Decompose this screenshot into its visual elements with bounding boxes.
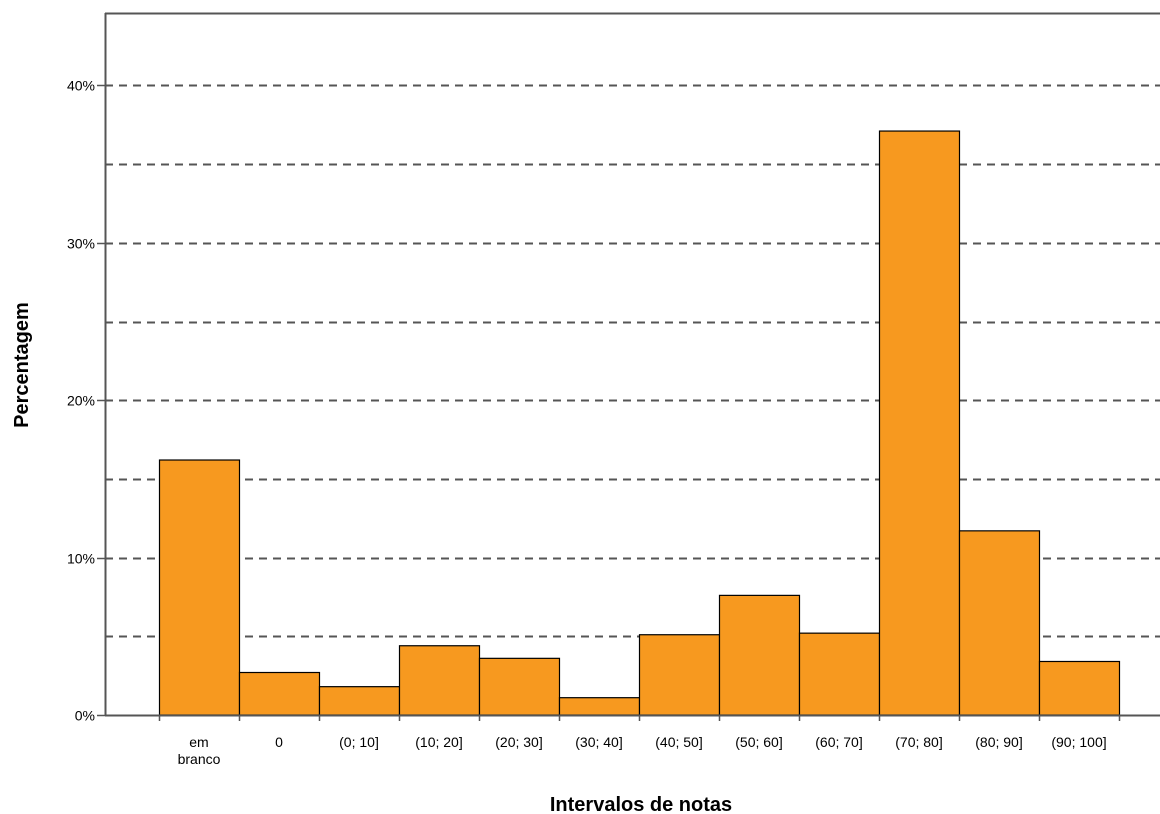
bar	[158, 459, 241, 716]
bars	[158, 130, 1121, 716]
x-axis-ticks: em branco 0 (0; 10] (10; 20] (20; 30] (30; 40]…	[158, 715, 1121, 767]
y-axis-title: Percentagem	[11, 302, 33, 428]
bar	[238, 671, 321, 716]
x-tick-label: (10; 20]	[415, 734, 462, 750]
x-tick-label: em branco	[178, 734, 221, 767]
x-tick-label: (20; 30]	[495, 734, 542, 750]
gridlines	[105, 84, 1160, 638]
x-tick-label: (90; 100]	[1051, 734, 1106, 750]
x-tick-label: (0; 10]	[339, 734, 379, 750]
bar	[478, 657, 561, 716]
y-tick-label: 40%	[67, 78, 95, 94]
x-tick-label: (40; 50]	[655, 734, 702, 750]
bar	[1038, 660, 1121, 716]
x-tick-label: (30; 40]	[575, 734, 622, 750]
x-tick-label: (70; 80]	[895, 734, 942, 750]
plot-frame	[104, 12, 1160, 717]
x-tick-label: 0	[275, 734, 283, 750]
bar	[558, 697, 641, 716]
y-tick-label: 20%	[67, 393, 95, 409]
bar	[398, 645, 481, 716]
y-axis-ticks: 0% 10% 20% 30% 40%	[67, 78, 105, 724]
bar	[718, 594, 801, 716]
bar	[798, 632, 881, 716]
bar	[318, 686, 401, 716]
x-tick-label: (50; 60]	[735, 734, 782, 750]
y-tick-label: 0%	[75, 708, 95, 724]
x-tick-label: (60; 70]	[815, 734, 862, 750]
bar	[878, 130, 961, 716]
x-tick-label: (80; 90]	[975, 734, 1022, 750]
x-axis-title: Intervalos de notas	[550, 794, 732, 814]
y-tick-label: 30%	[67, 236, 95, 252]
bar	[958, 530, 1041, 716]
y-tick-label: 10%	[67, 551, 95, 567]
bar	[638, 634, 721, 716]
